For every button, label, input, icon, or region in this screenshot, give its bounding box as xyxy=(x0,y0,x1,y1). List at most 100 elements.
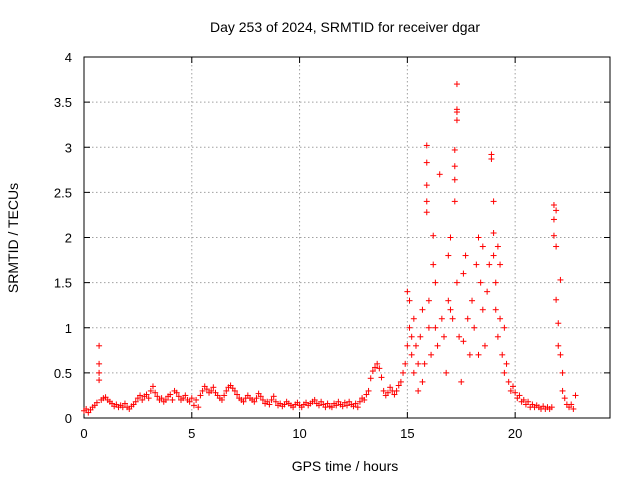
data-point xyxy=(384,389,391,396)
data-point xyxy=(417,333,424,340)
data-point xyxy=(378,374,385,381)
y-tick-label: 3 xyxy=(65,140,72,155)
data-point xyxy=(509,383,516,390)
data-point xyxy=(473,261,480,268)
data-point xyxy=(361,396,368,403)
x-axis-label: GPS time / hours xyxy=(292,458,399,474)
data-point xyxy=(352,400,359,407)
y-tick-label: 1.5 xyxy=(54,276,72,291)
data-point xyxy=(559,369,566,376)
data-point xyxy=(257,393,264,400)
y-tick-label: 4 xyxy=(65,50,72,65)
data-point xyxy=(234,391,241,398)
data-point xyxy=(447,306,454,313)
x-tick-label: 10 xyxy=(292,426,306,441)
data-point xyxy=(154,393,161,400)
data-point xyxy=(451,163,458,170)
data-point xyxy=(555,342,562,349)
y-tick-label: 3.5 xyxy=(54,95,72,110)
data-point xyxy=(96,377,103,384)
data-point xyxy=(397,378,404,385)
data-point xyxy=(423,209,430,216)
x-tick-label: 0 xyxy=(80,426,87,441)
data-point xyxy=(490,229,497,236)
data-point xyxy=(266,401,273,408)
data-point xyxy=(453,109,460,116)
data-point xyxy=(333,402,340,409)
data-point xyxy=(550,202,557,209)
data-point xyxy=(145,395,152,402)
y-axis-label: SRMTID / TECUs xyxy=(5,183,21,293)
data-point xyxy=(372,364,379,371)
data-point xyxy=(393,387,400,394)
y-tick-label: 0 xyxy=(65,411,72,426)
data-point xyxy=(436,171,443,178)
data-point xyxy=(344,402,350,409)
data-points-layer xyxy=(81,81,579,416)
grid-layer xyxy=(84,57,610,418)
data-point xyxy=(167,391,174,398)
data-point xyxy=(408,333,415,340)
data-point xyxy=(466,351,473,358)
data-point xyxy=(520,396,527,403)
data-point xyxy=(570,405,577,412)
data-point xyxy=(193,396,200,403)
data-point xyxy=(186,398,193,405)
data-point xyxy=(492,279,499,286)
data-point xyxy=(197,392,204,399)
data-point xyxy=(169,396,176,403)
data-point xyxy=(494,333,501,340)
data-point xyxy=(550,232,557,239)
data-point xyxy=(415,387,422,394)
y-tick-label: 2 xyxy=(65,231,72,246)
data-point xyxy=(512,389,519,396)
data-point xyxy=(507,387,514,394)
data-point xyxy=(406,297,413,304)
data-point xyxy=(462,252,469,259)
data-point xyxy=(419,378,426,385)
data-point xyxy=(408,351,415,358)
data-point xyxy=(404,342,411,349)
data-point xyxy=(469,297,476,304)
data-point xyxy=(175,393,182,400)
data-point xyxy=(441,333,448,340)
data-point xyxy=(557,351,564,358)
data-point xyxy=(557,276,564,283)
data-point xyxy=(494,243,501,250)
data-point xyxy=(404,288,411,295)
ticks-layer: 0 5 10 15 20 0 0.5 1 1.5 2 2.5 3 3.5 4 xyxy=(54,50,610,441)
data-point xyxy=(423,182,430,189)
data-point xyxy=(458,378,465,385)
data-point xyxy=(423,198,430,205)
data-point xyxy=(365,387,372,394)
data-point xyxy=(415,360,422,367)
data-point xyxy=(152,389,159,396)
data-point xyxy=(471,324,478,331)
data-point xyxy=(479,243,486,250)
data-point xyxy=(501,369,508,376)
data-point xyxy=(376,365,383,372)
data-point xyxy=(83,405,90,412)
data-point xyxy=(453,117,460,124)
data-point xyxy=(451,146,458,153)
data-point xyxy=(490,198,497,205)
data-point xyxy=(121,400,128,407)
data-point xyxy=(96,342,103,349)
data-point xyxy=(432,279,439,286)
data-point xyxy=(406,324,413,331)
data-point xyxy=(195,404,202,411)
data-point xyxy=(486,261,493,268)
data-point xyxy=(410,369,417,376)
data-point xyxy=(488,151,495,158)
data-point xyxy=(367,375,374,382)
data-point xyxy=(449,315,456,322)
data-point xyxy=(210,384,217,391)
data-point xyxy=(240,398,247,405)
data-point xyxy=(453,81,460,88)
data-point xyxy=(143,391,150,398)
data-point xyxy=(516,392,523,399)
data-point xyxy=(425,324,432,331)
data-point xyxy=(354,404,361,411)
data-point xyxy=(430,261,437,268)
data-point xyxy=(268,396,275,403)
